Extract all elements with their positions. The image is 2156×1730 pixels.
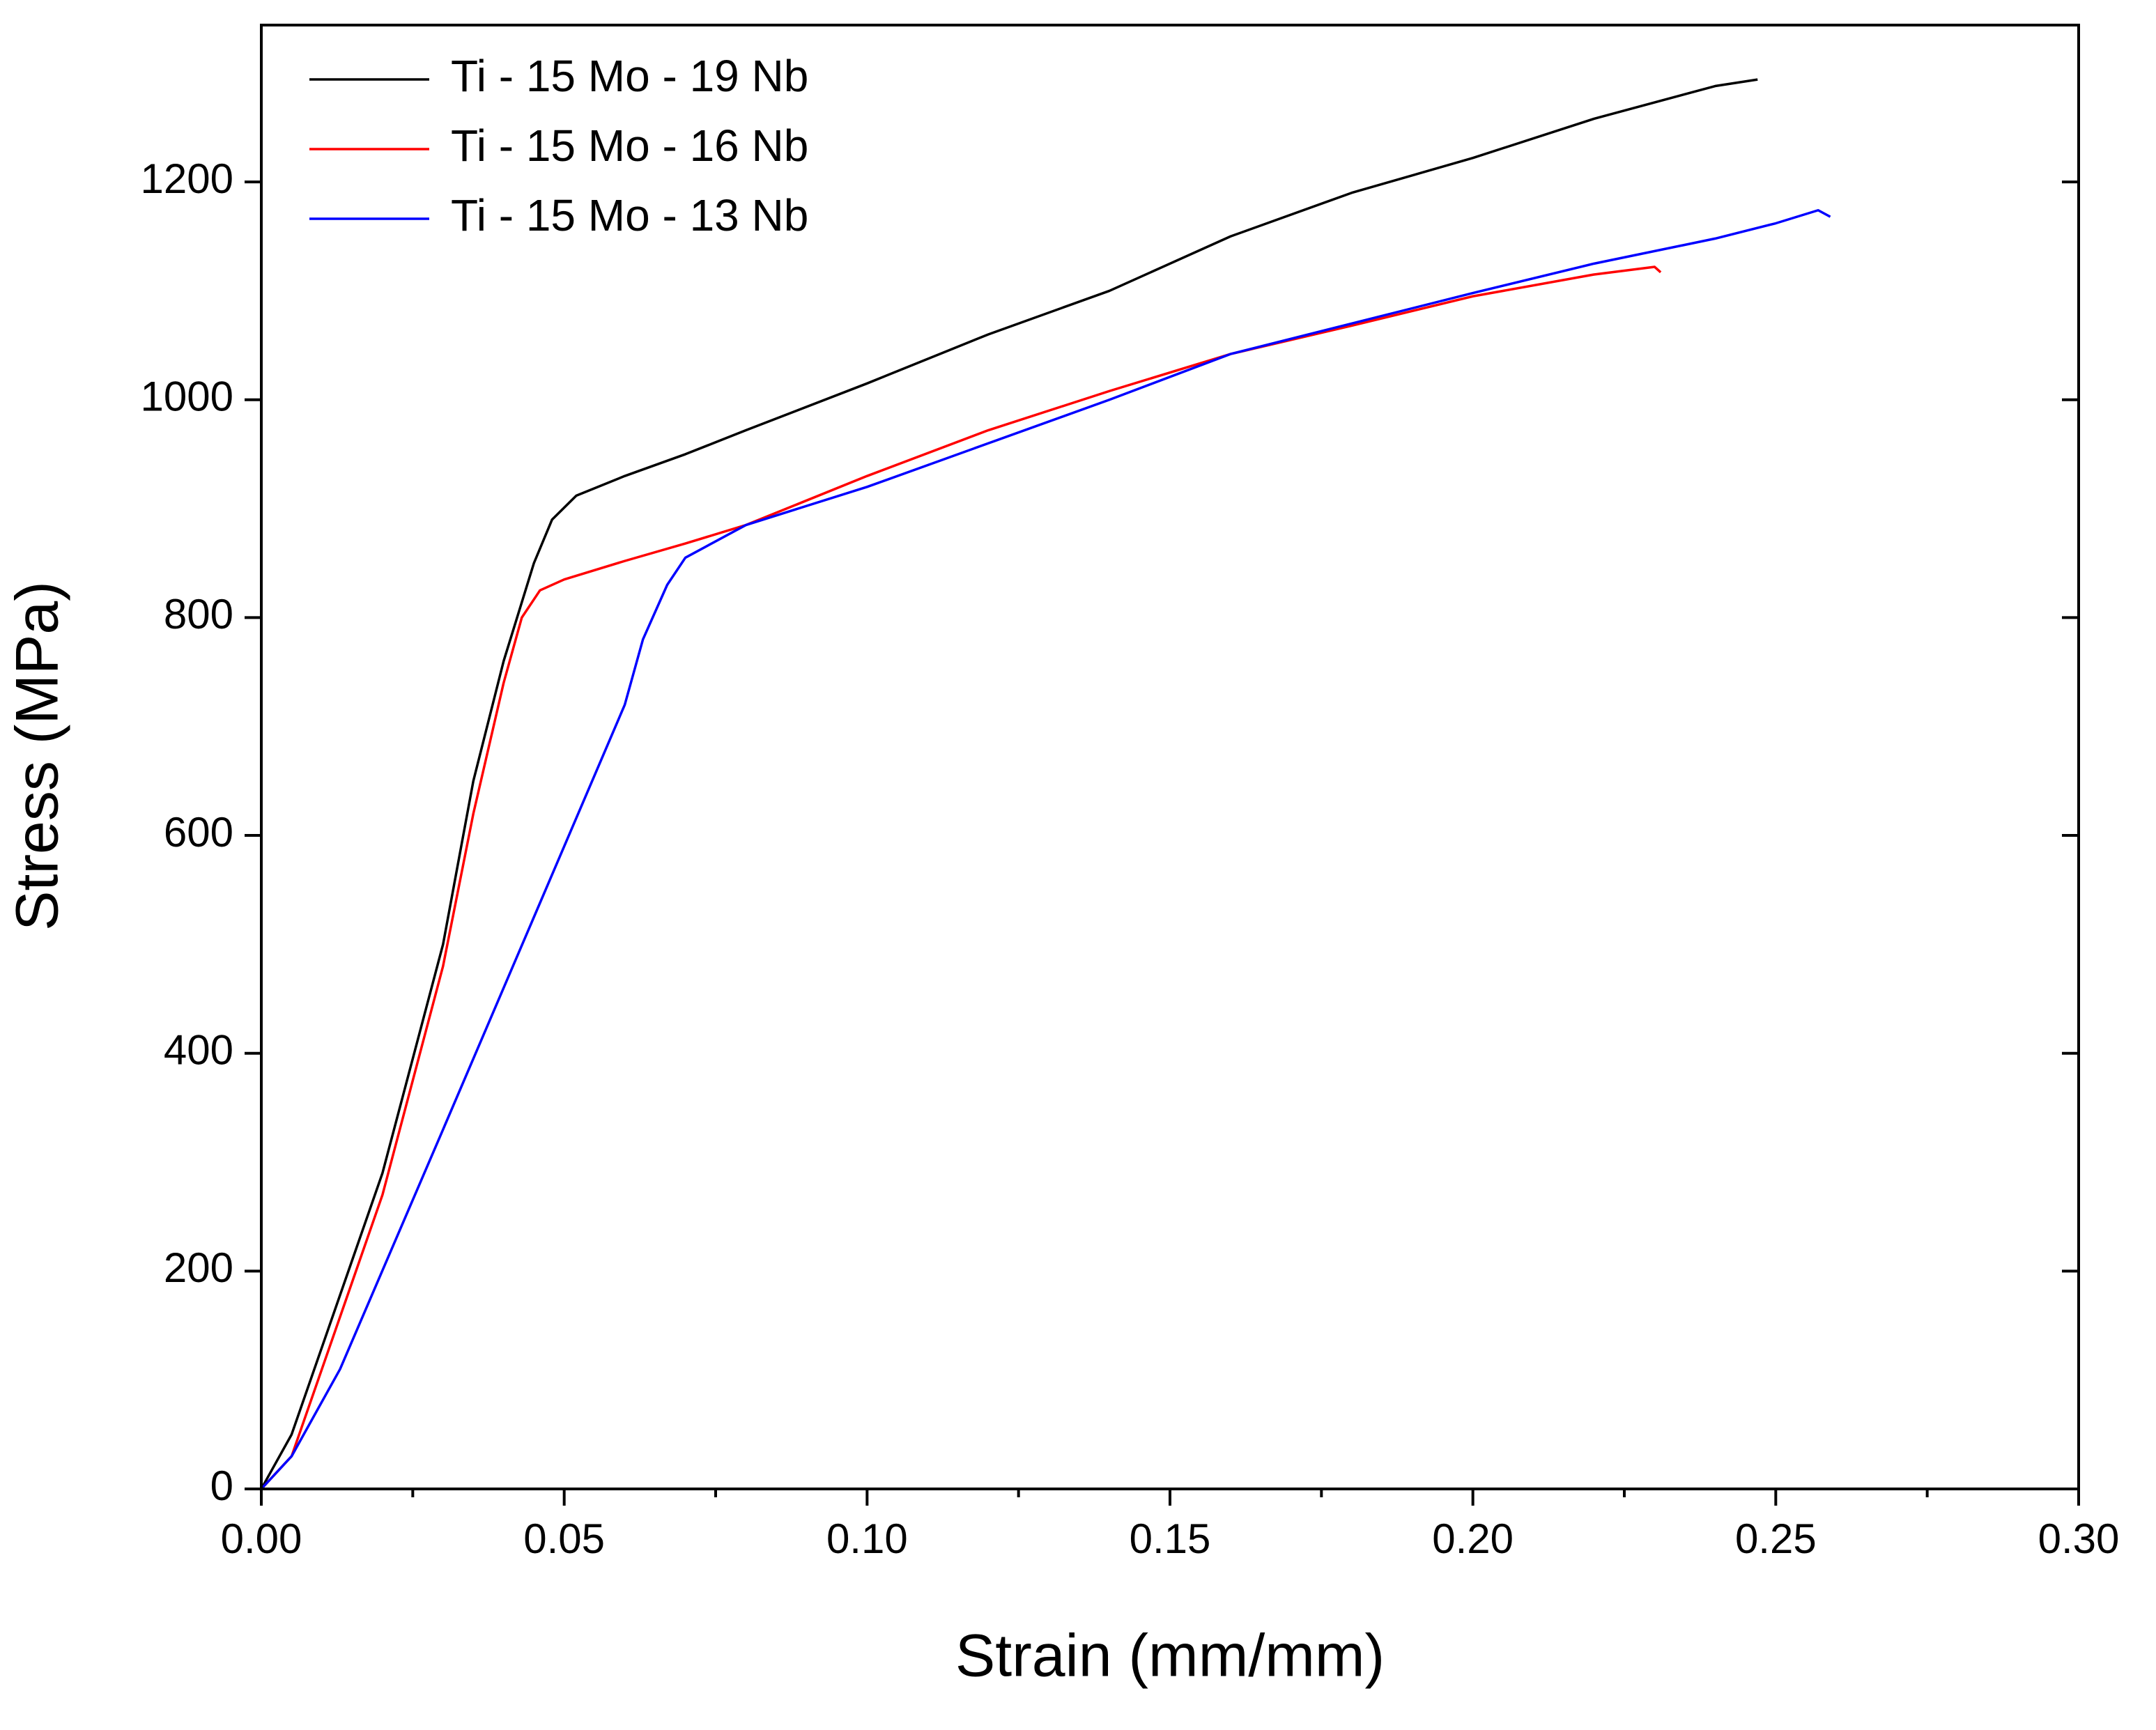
series-line — [260, 209, 1831, 1490]
x-tick-label: 0.15 — [1130, 1515, 1211, 1562]
y-tick-label: 1200 — [141, 155, 233, 202]
series-line — [260, 78, 1758, 1490]
x-tick-label: 0.00 — [221, 1515, 302, 1562]
x-tick-label: 0.10 — [826, 1515, 908, 1562]
legend-label: Ti - 15 Mo - 13 Nb — [451, 190, 808, 240]
legend-label: Ti - 15 Mo - 19 Nb — [451, 51, 808, 101]
x-tick-label: 0.30 — [2038, 1515, 2120, 1562]
y-axis-title: Stress (MPa) — [4, 581, 71, 931]
x-tick-label: 0.05 — [523, 1515, 605, 1562]
y-tick-label: 1000 — [141, 373, 233, 420]
x-tick-label: 0.20 — [1432, 1515, 1514, 1562]
legend-label: Ti - 15 Mo - 16 Nb — [451, 121, 808, 171]
y-tick-label: 600 — [164, 809, 233, 856]
y-tick-label: 200 — [164, 1244, 233, 1291]
y-tick-label: 800 — [164, 591, 233, 638]
x-axis-title: Strain (mm/mm) — [955, 1623, 1385, 1690]
series-line — [260, 265, 1662, 1490]
x-tick-label: 0.25 — [1735, 1515, 1817, 1562]
plot-frame — [260, 24, 2080, 1490]
y-tick-label: 400 — [164, 1027, 233, 1074]
y-tick-label: 0 — [210, 1462, 233, 1509]
